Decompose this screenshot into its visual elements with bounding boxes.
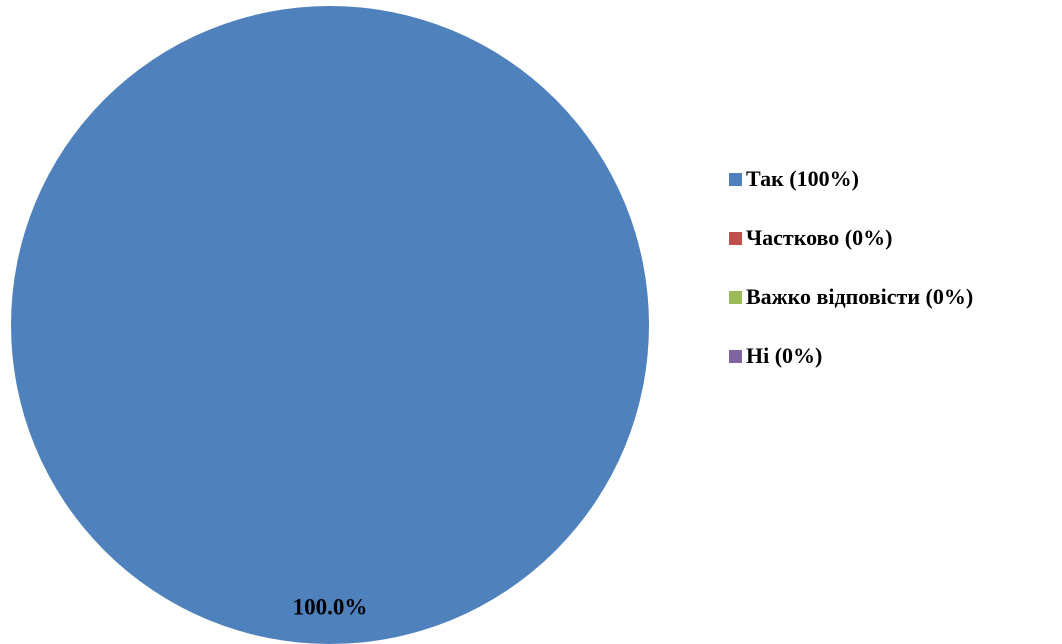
legend-swatch (729, 231, 742, 245)
pie-data-label: 100.0% (293, 594, 368, 619)
legend-item: Ні (0%) (729, 337, 973, 375)
legend-label: Так (100%) (746, 166, 859, 191)
legend-swatch (729, 290, 742, 304)
pie-slice-0 (11, 6, 649, 644)
legend-swatch (729, 349, 742, 363)
pie-slices (11, 6, 649, 644)
legend-label: Ні (0%) (746, 343, 823, 368)
legend-label: Важко відповісти (0%) (746, 284, 974, 309)
legend-swatch (729, 172, 742, 186)
legend-item: Так (100%) (729, 160, 973, 198)
legend-label: Частково (0%) (746, 225, 893, 250)
legend-item: Важко відповісти (0%) (729, 278, 973, 316)
pie-data-labels: 100.0% (293, 594, 368, 619)
chart-legend: Так (100%) Частково (0%) Важко відповісти … (729, 160, 973, 396)
legend-item: Частково (0%) (729, 219, 973, 257)
